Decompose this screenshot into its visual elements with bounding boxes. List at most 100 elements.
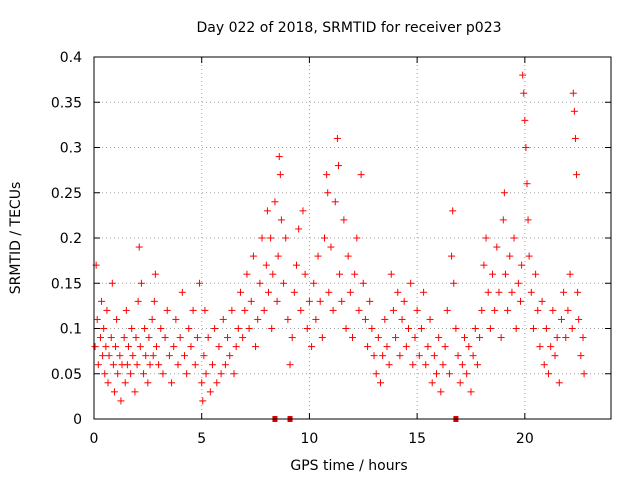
data-point	[297, 306, 305, 314]
data-point	[456, 379, 464, 387]
data-point	[264, 288, 272, 296]
data-point	[316, 297, 324, 305]
data-point	[104, 379, 112, 387]
y-tick-label: 0	[73, 412, 82, 428]
data-point	[132, 334, 140, 342]
data-point	[131, 388, 139, 396]
data-point	[486, 325, 494, 332]
data-point	[159, 370, 167, 378]
data-point	[320, 234, 328, 242]
data-point	[437, 388, 445, 396]
data-point	[107, 334, 115, 342]
data-point	[467, 388, 475, 396]
data-point	[454, 352, 462, 360]
data-point	[495, 288, 503, 296]
x-axis-label: GPS time / hours	[290, 458, 407, 474]
data-point	[536, 343, 544, 351]
data-point	[392, 334, 400, 342]
data-point	[142, 352, 150, 360]
data-point	[439, 361, 447, 369]
data-point	[524, 216, 532, 224]
data-point	[473, 361, 481, 369]
data-point	[148, 315, 156, 323]
data-point	[522, 144, 530, 151]
data-point	[549, 306, 557, 314]
data-point	[340, 216, 348, 224]
data-point	[463, 370, 471, 378]
data-point	[573, 171, 581, 179]
data-point	[370, 352, 378, 360]
data-point	[577, 352, 585, 360]
data-point	[99, 352, 107, 360]
y-axis-label: SRMTID / TECUs	[8, 182, 24, 295]
data-point	[407, 279, 415, 287]
data-point	[324, 189, 332, 197]
y-tick-label: 0.25	[51, 186, 82, 202]
data-point	[140, 370, 148, 378]
data-point	[271, 198, 279, 206]
data-point	[461, 334, 469, 342]
data-point	[183, 370, 191, 378]
data-point	[249, 252, 257, 260]
data-point	[364, 343, 372, 351]
data-point	[267, 234, 275, 242]
data-point	[389, 306, 397, 314]
data-point	[134, 297, 142, 305]
data-point	[566, 270, 574, 278]
data-point	[465, 343, 473, 351]
data-point	[108, 279, 116, 287]
data-point	[325, 288, 333, 296]
data-point	[137, 279, 145, 287]
data-point	[133, 361, 141, 369]
data-point	[280, 279, 288, 287]
data-point	[449, 207, 457, 215]
data-point	[327, 243, 335, 251]
data-point	[198, 379, 206, 387]
data-point	[274, 252, 282, 260]
data-point	[170, 343, 178, 351]
data-point	[201, 306, 209, 314]
data-point	[211, 325, 219, 332]
data-point	[405, 325, 413, 332]
data-point	[353, 234, 361, 242]
data-point	[409, 361, 417, 369]
data-point	[478, 306, 486, 314]
data-point	[501, 270, 509, 278]
data-point	[123, 361, 131, 369]
y-tick-label: 0.15	[51, 276, 82, 292]
data-point	[228, 306, 236, 314]
y-tick-label: 0.05	[51, 367, 82, 383]
data-point	[547, 343, 555, 351]
data-point	[318, 334, 326, 342]
data-point	[273, 297, 281, 305]
data-point	[252, 343, 260, 351]
data-point	[98, 297, 106, 305]
data-point	[510, 234, 518, 242]
y-tick-label: 0.2	[60, 231, 82, 247]
data-point	[100, 325, 108, 332]
data-point	[504, 306, 512, 314]
data-point	[342, 325, 350, 332]
data-point	[314, 252, 322, 260]
data-point	[377, 379, 385, 387]
data-point	[174, 361, 182, 369]
data-point	[102, 343, 110, 351]
data-point	[445, 370, 453, 378]
data-point	[435, 334, 443, 342]
data-point	[512, 325, 520, 332]
data-point	[161, 334, 169, 342]
data-point	[514, 279, 522, 287]
data-point	[129, 352, 137, 360]
data-point	[200, 352, 208, 360]
data-point	[256, 279, 264, 287]
data-point	[574, 288, 582, 296]
data-point	[571, 134, 579, 142]
data-point	[91, 343, 99, 351]
data-point	[381, 315, 389, 323]
data-point	[422, 361, 430, 369]
data-point	[331, 198, 339, 206]
data-point	[398, 315, 406, 323]
x-tick-label: 0	[90, 431, 99, 447]
data-point	[224, 334, 232, 342]
data-point	[402, 343, 410, 351]
